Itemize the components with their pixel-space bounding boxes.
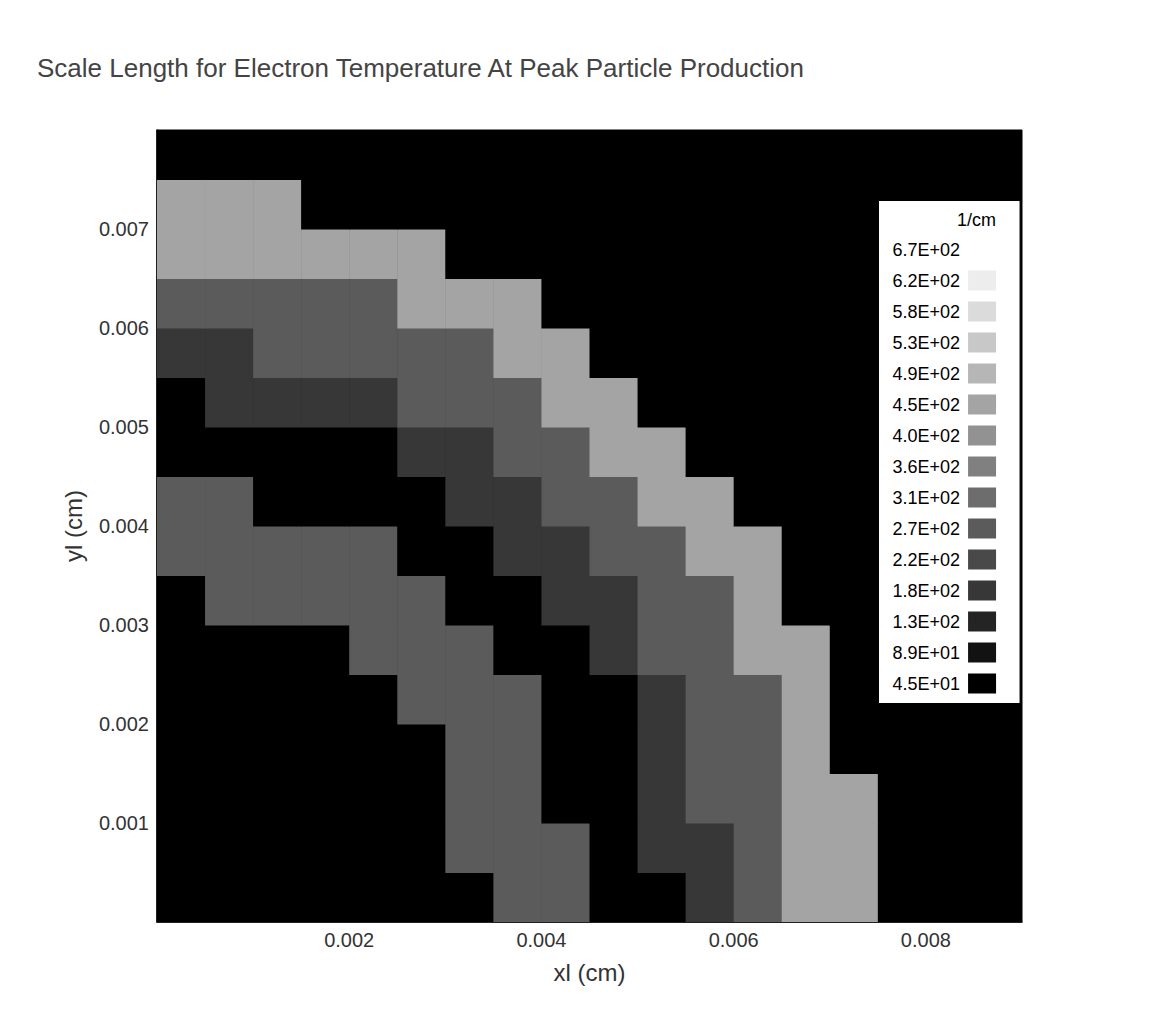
svg-text:5.3E+02: 5.3E+02 xyxy=(892,333,960,353)
svg-text:0.006: 0.006 xyxy=(99,317,149,339)
svg-text:0.005: 0.005 xyxy=(99,416,149,438)
svg-text:0.004: 0.004 xyxy=(516,929,566,951)
svg-text:3.6E+02: 3.6E+02 xyxy=(892,457,960,477)
svg-text:5.8E+02: 5.8E+02 xyxy=(892,302,960,322)
svg-text:1/cm: 1/cm xyxy=(957,210,996,230)
svg-text:0.004: 0.004 xyxy=(99,515,149,537)
svg-text:4.5E+01: 4.5E+01 xyxy=(892,674,960,694)
svg-text:2.7E+02: 2.7E+02 xyxy=(892,519,960,539)
svg-text:0.001: 0.001 xyxy=(99,812,149,834)
svg-text:3.1E+02: 3.1E+02 xyxy=(892,488,960,508)
svg-text:8.9E+01: 8.9E+01 xyxy=(892,643,960,663)
svg-text:yl (cm): yl (cm) xyxy=(60,490,87,562)
svg-text:0.002: 0.002 xyxy=(99,713,149,735)
svg-text:1.3E+02: 1.3E+02 xyxy=(892,612,960,632)
svg-text:0.007: 0.007 xyxy=(99,218,149,240)
svg-text:2.2E+02: 2.2E+02 xyxy=(892,550,960,570)
svg-text:0.002: 0.002 xyxy=(324,929,374,951)
svg-text:0.008: 0.008 xyxy=(901,929,951,951)
svg-text:1.8E+02: 1.8E+02 xyxy=(892,581,960,601)
svg-text:4.0E+02: 4.0E+02 xyxy=(892,426,960,446)
svg-text:0.003: 0.003 xyxy=(99,614,149,636)
svg-text:0.006: 0.006 xyxy=(709,929,759,951)
svg-text:Scale Length for Electron Temp: Scale Length for Electron Temperature At… xyxy=(37,53,804,83)
svg-text:6.2E+02: 6.2E+02 xyxy=(892,271,960,291)
svg-text:6.7E+02: 6.7E+02 xyxy=(892,240,960,260)
svg-text:4.9E+02: 4.9E+02 xyxy=(892,364,960,384)
svg-text:xl (cm): xl (cm) xyxy=(554,959,626,986)
svg-text:4.5E+02: 4.5E+02 xyxy=(892,395,960,415)
